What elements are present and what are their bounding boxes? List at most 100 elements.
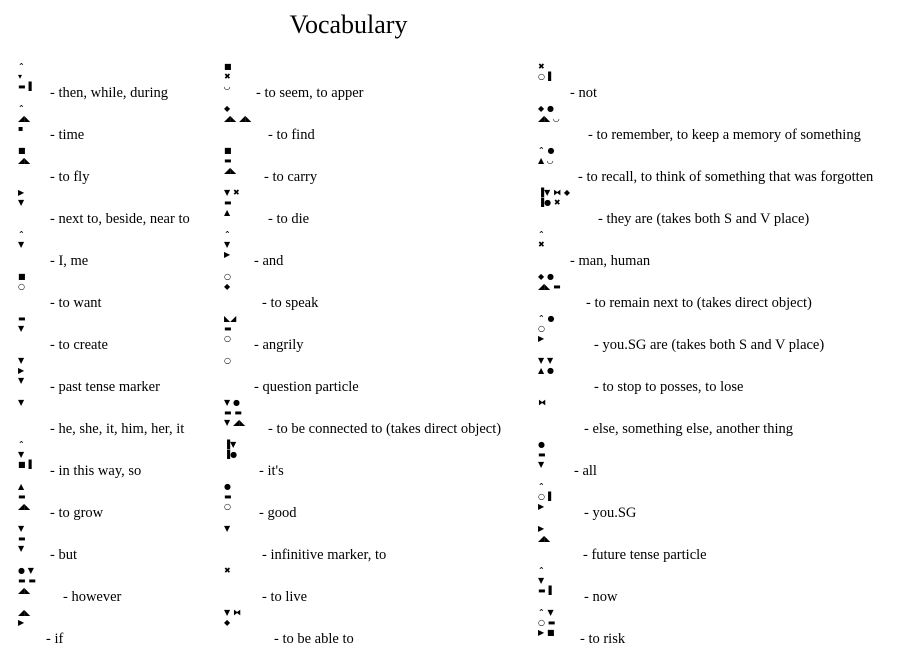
script-glyph-icon: ▼ ● ▬ ▬ ▼ ◢◣	[224, 398, 245, 428]
script-glyph-icon: ⌃ ● ▲ ◡	[538, 146, 554, 166]
script-glyph-icon: ▼ ▬ ▼	[18, 524, 26, 554]
script-glyph-icon: ◢◣ ▶	[18, 608, 30, 628]
glyph-row: ▐▼ ⧓ ◆	[538, 188, 571, 197]
gloss-text: - if	[46, 631, 64, 647]
glyph-row: ▬ ▬	[18, 576, 36, 585]
script-glyph-icon: ▼ ▶ ▼	[18, 356, 24, 386]
glyph-row: ▬	[224, 324, 232, 333]
gloss-text: - to grow	[50, 505, 104, 521]
glyph-row: ▬▐	[538, 586, 552, 595]
script-glyph-icon: ▼ ⧓ ◆	[224, 608, 241, 628]
glyph-row: ◆ ●	[538, 104, 554, 113]
glyph-row: ○▐	[538, 492, 552, 501]
glyph-row: ⧓	[538, 398, 546, 407]
glyph-row: ▼ ✖	[224, 188, 240, 197]
gloss-text: - to seem, to apper	[256, 85, 364, 101]
glyph-row: ◢◣	[18, 114, 31, 123]
gloss-text: - to fly	[50, 169, 90, 185]
glyph-row: ⌃	[538, 230, 545, 239]
gloss-text: - question particle	[254, 379, 359, 395]
glyph-row: ⌃	[18, 104, 25, 113]
gloss-text: - future tense particle	[583, 547, 707, 563]
glyph-row: ◆ ●	[538, 272, 554, 281]
script-glyph-icon: ✖	[224, 566, 231, 576]
script-glyph-icon: ✖ ○▐	[538, 62, 551, 82]
glyph-row: ▬	[224, 156, 232, 165]
glyph-row: ▬ ▬	[224, 408, 242, 417]
glyph-row: ▼ ●	[224, 398, 240, 407]
script-glyph-icon: ▼	[224, 524, 230, 534]
gloss-text: - good	[259, 505, 297, 521]
script-glyph-icon: ▼ ▼ ▲ ●	[538, 356, 554, 376]
script-glyph-icon: ▲ ▬ ◢◣	[18, 482, 30, 512]
script-glyph-icon: ⌃ ◢◣ ▪	[18, 104, 30, 134]
glyph-row: ▼	[18, 356, 25, 365]
gloss-text: - angrily	[254, 337, 304, 353]
glyph-row: ⌃ ●	[538, 146, 555, 155]
script-glyph-icon: ◆ ● ◢◣ ◡	[538, 104, 559, 124]
glyph-row: ✖	[224, 72, 231, 81]
script-glyph-icon: ● ▬ ○	[224, 482, 232, 512]
gloss-text: - to carry	[264, 169, 318, 185]
glyph-row: ◆	[224, 282, 231, 291]
gloss-text: - to be connected to (takes direct objec…	[268, 421, 502, 437]
gloss-text: - to remain next to (takes direct object…	[586, 295, 812, 311]
glyph-row: ○	[224, 356, 231, 365]
gloss-text: - to be able to	[274, 631, 354, 647]
gloss-text: - to die	[268, 211, 310, 227]
gloss-text: - else, something else, another thing	[584, 421, 793, 437]
gloss-text: - I, me	[50, 253, 89, 269]
glyph-row: ▶ ■	[538, 628, 555, 637]
glyph-row: ◢◣ ◢◣	[224, 114, 252, 123]
glyph-row: ▬	[18, 492, 26, 501]
glyph-row: ⌃	[224, 230, 231, 239]
glyph-row: ◢◣	[18, 608, 31, 617]
gloss-text: - to risk	[580, 631, 626, 647]
gloss-text: - to find	[268, 127, 315, 143]
gloss-text: - in this way, so	[50, 463, 142, 479]
gloss-text: - it's	[259, 463, 284, 479]
gloss-text: - to remember, to keep a memory of somet…	[588, 127, 861, 143]
glyph-row: ⌃	[18, 230, 25, 239]
glyph-row: ■▐	[18, 460, 32, 469]
glyph-row: ▶	[224, 250, 231, 259]
glyph-row: ◢◣ ◡	[538, 114, 560, 123]
glyph-row: ▬	[224, 198, 232, 207]
glyph-row: ▼ ⧓	[224, 608, 241, 617]
script-glyph-icon: ■ ▬ ◢◣	[224, 146, 236, 176]
script-glyph-icon: ■ ✖ ◡	[224, 62, 232, 92]
glyph-row: ▼	[18, 376, 25, 385]
gloss-text: - but	[50, 547, 77, 563]
script-glyph-icon: ● ▬ ▼	[538, 440, 546, 470]
glyph-row: ■	[18, 146, 26, 155]
script-glyph-icon: ▶ ▼	[18, 188, 24, 208]
glyph-row: ▐● ✖	[538, 198, 561, 207]
glyph-row: ○	[224, 272, 231, 281]
script-glyph-icon: ▼	[18, 398, 24, 408]
script-glyph-icon: ▬ ▼	[18, 314, 26, 334]
script-glyph-icon: ⌃ ● ○ ▶	[538, 314, 554, 344]
gloss-text: - to live	[262, 589, 308, 605]
glyph-row: ▬▐	[18, 82, 32, 91]
script-glyph-icon: ◣◢ ▬ ○	[224, 314, 236, 344]
glyph-row: ▾	[18, 72, 23, 81]
glyph-row: ▼	[224, 240, 231, 249]
script-glyph-icon: ⌃ ○▐ ▶	[538, 482, 551, 512]
script-glyph-icon: ⌃ ✖	[538, 230, 545, 250]
script-glyph-icon: ● ▼ ▬ ▬ ◢◣	[18, 566, 36, 596]
gloss-text: - man, human	[570, 253, 651, 269]
glyph-row: ⌃	[18, 62, 25, 71]
glyph-row: ⌃	[538, 482, 545, 491]
glyph-row: ▪	[18, 124, 24, 133]
script-glyph-icon: ⌃ ▼ ■▐	[18, 440, 32, 470]
glyph-row: ▼	[18, 398, 25, 407]
glyph-row: ◡	[224, 82, 231, 91]
glyph-row: ■	[18, 272, 26, 281]
glyph-row: ▲	[18, 482, 25, 491]
glyph-row: ◢◣	[18, 156, 31, 165]
glyph-row: ▐▼	[224, 440, 237, 449]
script-glyph-icon: ○	[224, 356, 231, 366]
glyph-row: ○	[224, 334, 231, 343]
glyph-row: ▼	[18, 240, 25, 249]
glyph-row: ■	[224, 146, 232, 155]
